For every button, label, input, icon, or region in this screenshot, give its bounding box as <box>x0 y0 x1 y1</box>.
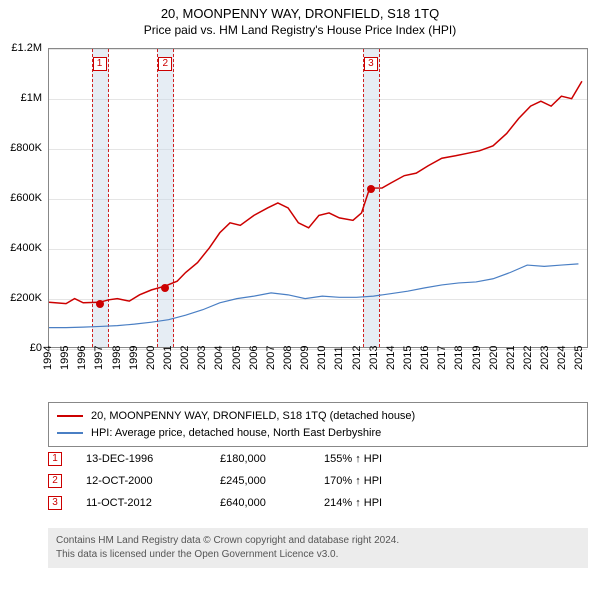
x-tick-label: 2024 <box>556 346 568 370</box>
series-hpi <box>49 264 578 328</box>
sale-hpi: 214% ↑ HPI <box>324 497 382 509</box>
x-tick-label: 2001 <box>162 346 174 370</box>
series-lines <box>49 49 587 347</box>
x-tick-label: 1995 <box>59 346 71 370</box>
sale-dot <box>161 284 169 292</box>
x-tick-label: 2014 <box>385 346 397 370</box>
series-property <box>49 81 582 303</box>
x-tick-label: 2008 <box>282 346 294 370</box>
plot-area: 1 2 3 <box>48 48 588 348</box>
x-tick-label: 2007 <box>265 346 277 370</box>
legend-swatch <box>57 432 83 434</box>
y-tick-label: £200K <box>10 292 42 304</box>
x-tick-label: 2011 <box>333 346 345 370</box>
sale-dot <box>367 185 375 193</box>
x-tick-label: 2025 <box>573 346 585 370</box>
sale-date: 13-DEC-1996 <box>86 453 196 465</box>
x-tick-label: 1997 <box>93 346 105 370</box>
sale-price: £640,000 <box>220 497 300 509</box>
y-tick-label: £600K <box>10 192 42 204</box>
marker-box: 2 <box>158 57 172 71</box>
x-axis-labels: 1994199519961997199819992000200120022003… <box>48 350 588 394</box>
sales-table: 1 13-DEC-1996 £180,000 155% ↑ HPI 2 12-OCT-20… <box>48 448 588 514</box>
sale-dot <box>96 300 104 308</box>
x-tick-label: 2009 <box>299 346 311 370</box>
legend: 20, MOONPENNY WAY, DRONFIELD, S18 1TQ (d… <box>48 402 588 447</box>
x-tick-label: 1996 <box>76 346 88 370</box>
y-tick-label: £0 <box>30 342 42 354</box>
sale-price: £180,000 <box>220 453 300 465</box>
sale-marker: 2 <box>48 474 62 488</box>
y-axis-labels: £0£200K£400K£600K£800K£1M£1.2M <box>0 48 46 348</box>
page-subtitle: Price paid vs. HM Land Registry's House … <box>0 23 600 37</box>
x-tick-label: 1998 <box>111 346 123 370</box>
x-tick-label: 2003 <box>196 346 208 370</box>
sale-price: £245,000 <box>220 475 300 487</box>
x-tick-label: 2018 <box>453 346 465 370</box>
x-tick-label: 2004 <box>213 346 225 370</box>
sale-date: 12-OCT-2000 <box>86 475 196 487</box>
sale-hpi: 170% ↑ HPI <box>324 475 382 487</box>
x-tick-label: 2000 <box>145 346 157 370</box>
x-tick-label: 2016 <box>419 346 431 370</box>
x-tick-label: 2010 <box>316 346 328 370</box>
page-title: 20, MOONPENNY WAY, DRONFIELD, S18 1TQ <box>0 6 600 21</box>
x-tick-label: 2023 <box>539 346 551 370</box>
title-block: 20, MOONPENNY WAY, DRONFIELD, S18 1TQ Pr… <box>0 0 600 39</box>
sale-date: 11-OCT-2012 <box>86 497 196 509</box>
x-tick-label: 2006 <box>248 346 260 370</box>
sale-marker: 3 <box>48 496 62 510</box>
x-tick-label: 2020 <box>488 346 500 370</box>
x-tick-label: 2022 <box>522 346 534 370</box>
x-tick-label: 1999 <box>128 346 140 370</box>
y-tick-label: £1.2M <box>11 42 42 54</box>
x-tick-label: 2005 <box>231 346 243 370</box>
sale-row: 3 11-OCT-2012 £640,000 214% ↑ HPI <box>48 492 588 514</box>
footer-line2: This data is licensed under the Open Gov… <box>56 548 580 562</box>
legend-row: HPI: Average price, detached house, Nort… <box>57 425 579 442</box>
footer-line1: Contains HM Land Registry data © Crown c… <box>56 534 580 548</box>
x-tick-label: 1994 <box>42 346 54 370</box>
x-tick-label: 2012 <box>351 346 363 370</box>
legend-label: HPI: Average price, detached house, Nort… <box>91 425 381 442</box>
sale-hpi: 155% ↑ HPI <box>324 453 382 465</box>
x-tick-label: 2017 <box>436 346 448 370</box>
x-tick-label: 2002 <box>179 346 191 370</box>
x-tick-label: 2021 <box>505 346 517 370</box>
legend-row: 20, MOONPENNY WAY, DRONFIELD, S18 1TQ (d… <box>57 408 579 425</box>
marker-box: 1 <box>93 57 107 71</box>
sale-row: 2 12-OCT-2000 £245,000 170% ↑ HPI <box>48 470 588 492</box>
chart: £0£200K£400K£600K£800K£1M£1.2M 123 19941… <box>0 40 600 395</box>
legend-swatch <box>57 415 83 417</box>
y-tick-label: £800K <box>10 142 42 154</box>
sale-row: 1 13-DEC-1996 £180,000 155% ↑ HPI <box>48 448 588 470</box>
x-tick-label: 2019 <box>471 346 483 370</box>
legend-label: 20, MOONPENNY WAY, DRONFIELD, S18 1TQ (d… <box>91 408 415 425</box>
marker-box: 3 <box>364 57 378 71</box>
y-tick-label: £400K <box>10 242 42 254</box>
x-tick-label: 2013 <box>368 346 380 370</box>
y-tick-label: £1M <box>21 92 42 104</box>
x-tick-label: 2015 <box>402 346 414 370</box>
sale-marker: 1 <box>48 452 62 466</box>
footer: Contains HM Land Registry data © Crown c… <box>48 528 588 568</box>
